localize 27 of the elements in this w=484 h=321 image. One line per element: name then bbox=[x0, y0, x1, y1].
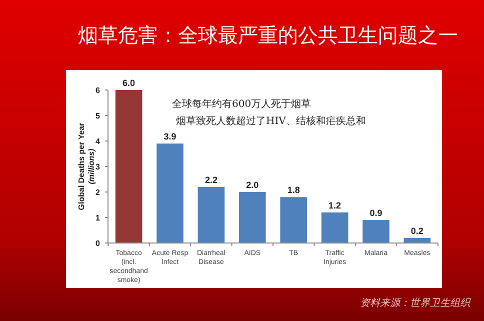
y-tick-label: 6 bbox=[96, 86, 101, 95]
data-label: 6.0 bbox=[122, 78, 136, 88]
data-label: 2.0 bbox=[246, 180, 259, 190]
bar bbox=[198, 186, 225, 243]
chart-title: 烟草危害：全球最严重的公共卫生问题之一 bbox=[78, 23, 458, 47]
y-tick-label: 1 bbox=[96, 213, 101, 222]
data-label: 1.2 bbox=[328, 200, 342, 210]
data-label: 0.9 bbox=[370, 208, 382, 218]
y-tick-label: 4 bbox=[96, 136, 101, 146]
bar bbox=[321, 212, 348, 243]
data-label: 0.2 bbox=[410, 226, 424, 236]
bar bbox=[362, 220, 390, 243]
text: 资料来源：世界卫生组织 bbox=[360, 297, 471, 309]
bar bbox=[115, 90, 142, 243]
annotation: 烟草致死人数超过了HIV、结核和疟疾总和 bbox=[176, 115, 366, 127]
annotation: 全球每年约有600万人死于烟草 bbox=[172, 98, 312, 110]
y-axis-title: Global Deaths per Year (millions) bbox=[77, 122, 96, 210]
data-label: 3.9 bbox=[164, 132, 176, 142]
bar bbox=[156, 144, 184, 243]
y-tick-label: 0 bbox=[96, 238, 101, 248]
data-label: 1.8 bbox=[287, 185, 300, 196]
bar bbox=[280, 197, 307, 243]
y-tick-label: 3 bbox=[96, 162, 101, 172]
bar bbox=[239, 192, 266, 243]
y-tick-label: 5 bbox=[96, 111, 101, 120]
data-label: 2.2 bbox=[204, 174, 218, 185]
y-tick-label: 2 bbox=[96, 188, 101, 197]
